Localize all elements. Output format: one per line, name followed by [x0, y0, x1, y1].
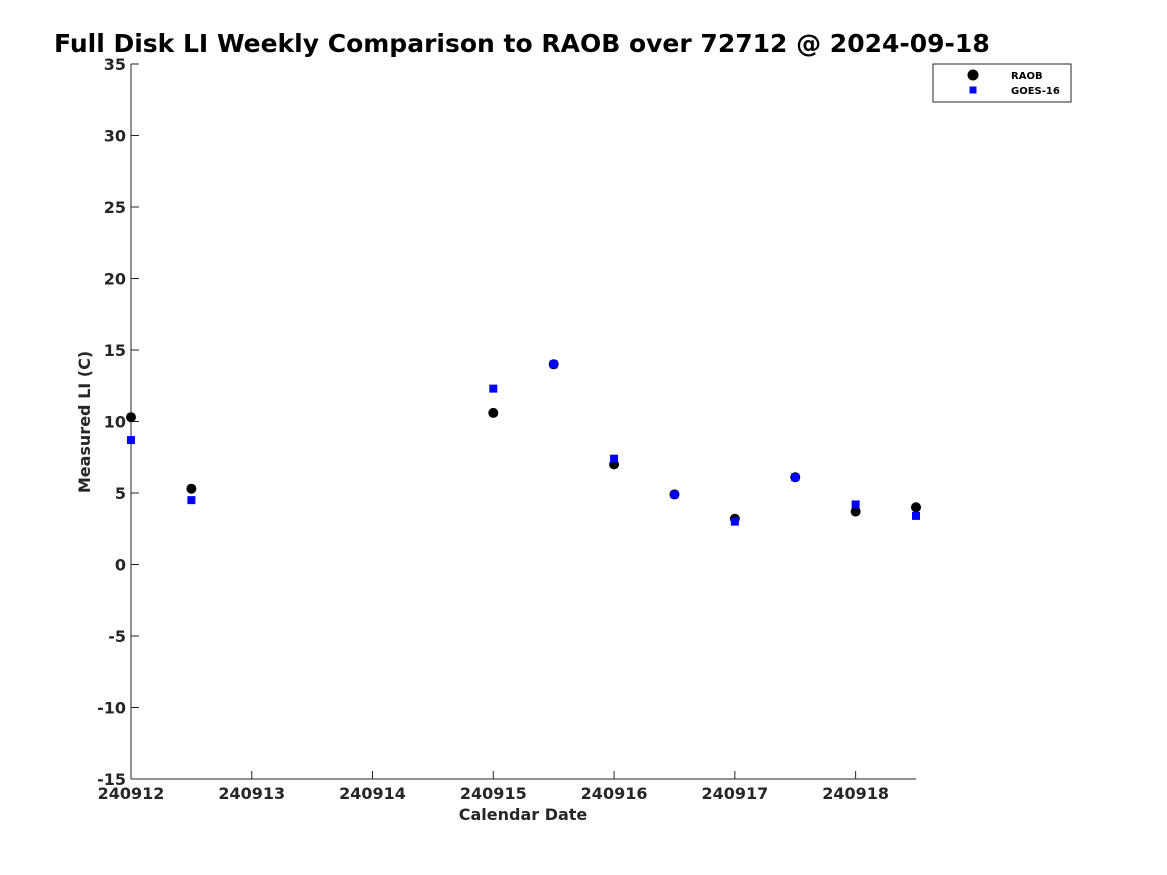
y-tick-label: -15: [97, 770, 126, 789]
legend-marker-raob: [967, 69, 979, 81]
data-point-goes16: [610, 454, 619, 463]
x-tick-label: 240913: [218, 784, 285, 803]
series-goes-16: [127, 360, 920, 526]
data-point-raob: [850, 506, 861, 517]
data-point-goes16: [489, 384, 498, 393]
legend-label-raob: RAOB: [1011, 71, 1043, 82]
data-point-goes16: [851, 500, 860, 509]
x-tick-label: 240918: [822, 784, 889, 803]
x-tick-label: 240916: [581, 784, 648, 803]
data-point-goes16: [912, 511, 920, 520]
x-tick-label: 240914: [339, 784, 406, 803]
x-axis-label: Calendar Date: [459, 805, 588, 824]
data-point-goes16: [549, 360, 558, 369]
data-point-raob: [911, 502, 921, 513]
series-raob: [126, 359, 921, 524]
y-axis-label: Measured LI (C): [75, 351, 94, 493]
y-tick-label: 35: [104, 55, 126, 74]
data-point-goes16: [127, 436, 135, 445]
chart-title: Full Disk LI Weekly Comparison to RAOB o…: [54, 29, 990, 58]
data-point-raob: [126, 412, 136, 423]
y-tick-label: 20: [104, 270, 126, 289]
data-point-raob: [488, 407, 499, 418]
plot-area: [130, 64, 916, 780]
legend-marker-goes16: [969, 86, 977, 94]
data-point-raob: [186, 483, 197, 494]
y-tick-label: -5: [108, 627, 126, 646]
x-axis-ticks: 240912 240913 240914 240915 240916 240917 2409…: [98, 771, 889, 803]
legend-label-goes16: GOES-16: [1011, 86, 1060, 97]
y-tick-label: 25: [104, 198, 126, 217]
y-tick-label: -10: [97, 699, 126, 718]
data-point-goes16: [187, 496, 196, 505]
y-tick-label: 30: [104, 127, 126, 146]
x-tick-label: 240917: [701, 784, 768, 803]
x-tick-label: 240915: [460, 784, 527, 803]
legend-box: [932, 63, 1072, 103]
y-tick-label: 10: [104, 413, 126, 432]
y-axis-ticks: 35 30 25 20 15 10 5 0 -5 -10 -15: [97, 55, 139, 789]
data-point-goes16: [670, 490, 679, 499]
y-tick-label: 15: [104, 341, 126, 360]
data-point-goes16: [791, 473, 800, 482]
x-tick-label: 240912: [98, 784, 165, 803]
y-tick-label: 0: [115, 556, 126, 575]
data-point-goes16: [730, 517, 739, 526]
y-tick-label: 5: [115, 484, 126, 503]
legend: RAOB GOES-16: [932, 63, 1072, 103]
series-layer: [126, 359, 921, 526]
